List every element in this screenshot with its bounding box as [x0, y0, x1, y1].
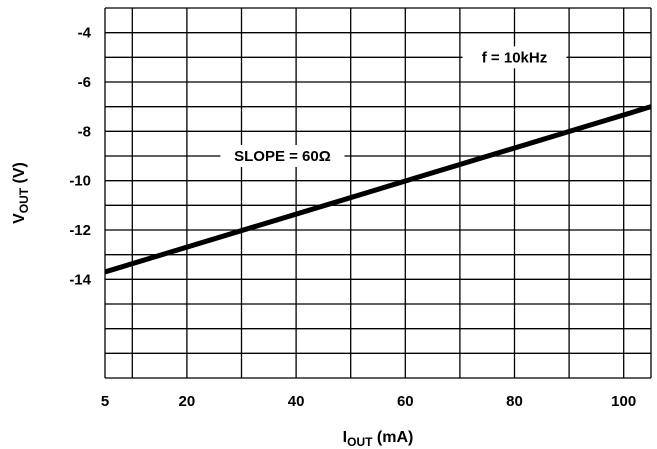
x-tick-label: 100: [611, 393, 636, 410]
tick-labels: 5 20 40 60 80 100 -4 -6 -8 -10 -12 -14: [69, 25, 636, 410]
x-axis-label-sub: OUT: [347, 435, 373, 449]
y-axis-label-main: V: [11, 213, 28, 224]
y-tick-label: -8: [78, 123, 91, 140]
x-tick-label: 20: [179, 393, 196, 410]
annotation-label: SLOPE = 60Ω: [234, 148, 331, 165]
annotations: f = 10kHz SLOPE = 60Ω: [220, 46, 567, 167]
y-tick-label: -10: [69, 173, 91, 190]
series-layer: [104, 104, 652, 275]
series-line: [104, 104, 652, 275]
y-tick-label: -6: [78, 74, 91, 91]
y-tick-label: -12: [69, 222, 91, 239]
plot-background: [105, 8, 651, 378]
x-tick-label: 80: [506, 393, 523, 410]
annotation-label: f = 10kHz: [482, 49, 547, 66]
x-axis-label: IOUT (mA): [343, 429, 414, 449]
y-tick-label: -4: [78, 25, 92, 42]
y-tick-label: -14: [69, 271, 91, 288]
x-axis-label-main: I: [343, 429, 347, 446]
y-axis-label-unit: (V): [11, 162, 28, 188]
x-tick-label: 5: [101, 393, 109, 410]
x-tick-label: 60: [397, 393, 414, 410]
grid: [104, 7, 652, 379]
x-axis-label-unit: (mA): [372, 429, 413, 446]
x-tick-label: 40: [288, 393, 305, 410]
y-axis-label: VOUT (V): [11, 162, 31, 224]
y-axis-label-sub: OUT: [17, 187, 31, 213]
annotation-background: [462, 46, 567, 69]
annotation-background: [220, 145, 345, 167]
